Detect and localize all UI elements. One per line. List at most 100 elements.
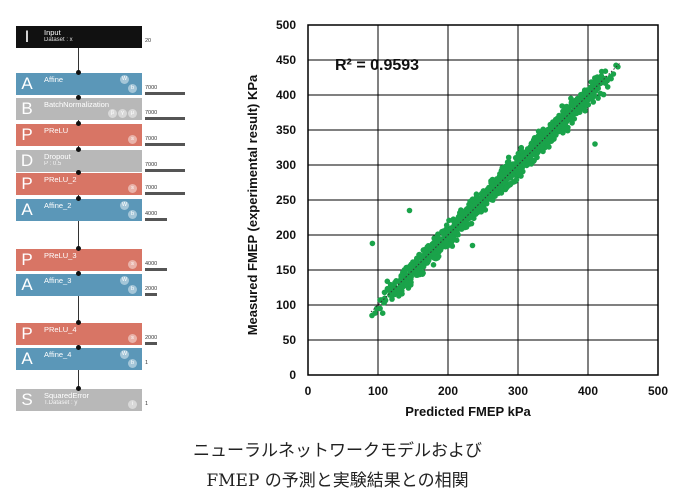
data-point: [573, 110, 580, 117]
data-point: [540, 126, 546, 133]
connector: [78, 48, 79, 73]
output-size: 1: [145, 401, 149, 407]
data-point: [407, 274, 414, 281]
layer-letter: I: [24, 27, 30, 46]
layer-letter: D: [20, 151, 34, 170]
param-icon: s: [128, 334, 137, 343]
layer-dropout[interactable]: D Dropout P : 0.5: [16, 150, 142, 172]
param-icon: β: [108, 109, 117, 118]
data-point: [525, 161, 531, 168]
data-point: [467, 215, 473, 221]
data-point: [431, 255, 438, 261]
output-size: 7000: [145, 110, 158, 116]
y-tick-label: 200: [276, 228, 296, 242]
param-icon: b: [128, 359, 137, 368]
data-point: [377, 305, 383, 312]
data-point: [377, 297, 383, 303]
data-point: [459, 225, 466, 231]
scatter-chart: 0 100 200 300 400 500 0 50 100 150 200 250 300 350 400…: [245, 18, 668, 419]
connector-dot: [76, 271, 81, 276]
data-point: [552, 132, 558, 138]
data-point: [574, 95, 581, 102]
data-point: [389, 296, 395, 302]
data-point: [563, 115, 569, 121]
layer-prelu[interactable]: P PReLU s: [16, 124, 142, 146]
y-axis-label: Measured FMEP (experimental result) KPa: [245, 74, 260, 335]
data-point: [439, 237, 445, 244]
layer-letter: B: [21, 99, 33, 118]
data-point: [557, 119, 564, 125]
data-point: [517, 155, 523, 161]
data-point: [577, 102, 584, 108]
data-point: [372, 310, 378, 316]
size-bar: [145, 268, 167, 271]
connector-dot: [76, 70, 81, 75]
y-tick-label: 250: [276, 193, 296, 207]
layer-input[interactable]: I Input Dataset : x: [16, 26, 142, 48]
data-point: [568, 95, 574, 102]
data-point: [615, 64, 621, 70]
layer-squarederror[interactable]: S SquaredError T.Dataset : y i: [16, 389, 142, 411]
layer-name: PReLU_2: [44, 175, 77, 184]
trend-line: [370, 63, 620, 313]
data-point: [419, 257, 425, 263]
layer-prelu-2[interactable]: P PReLU_2 s: [16, 173, 142, 195]
data-point: [440, 229, 446, 236]
layer-name: Input: [44, 28, 61, 37]
layer-name: PReLU_4: [44, 325, 77, 334]
size-bar: [145, 117, 185, 120]
data-point: [568, 102, 575, 109]
data-point: [604, 77, 611, 84]
data-point: [528, 150, 534, 156]
param-icon: s: [128, 184, 137, 193]
output-size: 20: [145, 38, 152, 44]
data-point: [598, 68, 605, 75]
param-icon: W: [120, 276, 129, 285]
y-tick-label: 500: [276, 18, 296, 32]
data-point: [515, 163, 521, 170]
data-point: [513, 176, 520, 183]
data-point: [487, 192, 493, 198]
data-point: [503, 165, 510, 172]
size-bar: [145, 92, 185, 95]
trend-line-path: [370, 63, 620, 313]
data-point: [518, 147, 525, 154]
layer-name: Affine_4: [44, 350, 72, 359]
data-point: [585, 101, 592, 108]
y-tick-label: 300: [276, 158, 296, 172]
connector: [78, 370, 79, 389]
connector-dot: [76, 386, 81, 391]
data-point: [591, 92, 597, 99]
param-icon: μ: [128, 109, 137, 118]
data-point: [384, 285, 391, 292]
layer-letter: A: [21, 200, 33, 219]
data-point: [505, 169, 512, 176]
param-icon: s: [128, 135, 137, 144]
data-point: [452, 236, 458, 243]
y-tick-label: 150: [276, 263, 296, 277]
layer-prelu-4[interactable]: P PReLU_4 s: [16, 323, 142, 345]
data-point: [595, 95, 601, 101]
layer-prelu-3[interactable]: P PReLU_3 s: [16, 249, 142, 271]
connector-dot: [76, 196, 81, 201]
param-icon: b: [128, 84, 137, 93]
data-point: [387, 281, 394, 288]
layer-batchnormalization[interactable]: B BatchNormalization β γ μ: [16, 98, 142, 120]
data-point: [505, 154, 512, 161]
layer-sub: P : 0.5: [44, 161, 62, 167]
layer-letter: P: [21, 125, 33, 144]
data-point: [489, 176, 496, 183]
data-point: [428, 246, 434, 252]
plot-frame: [307, 24, 659, 376]
layer-name: Dropout: [44, 152, 71, 161]
data-point: [476, 198, 482, 205]
data-point: [391, 286, 398, 293]
data-point: [419, 269, 426, 275]
data-point: [569, 120, 575, 126]
param-icon: s: [128, 260, 137, 269]
layer-name: PReLU_3: [44, 251, 77, 260]
